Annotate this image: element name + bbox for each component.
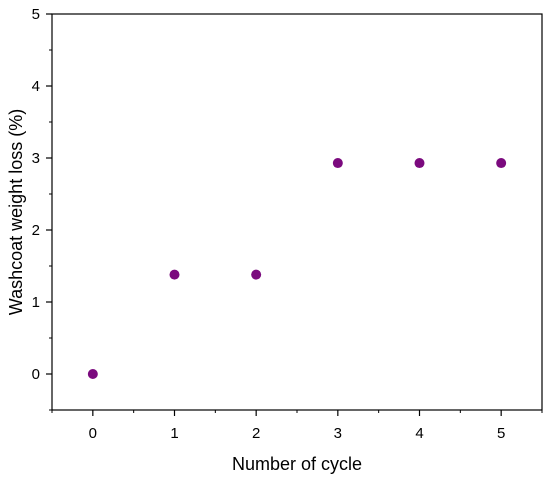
x-tick-label: 1 (170, 425, 178, 442)
data-point (87, 369, 98, 379)
y-tick-label: 4 (32, 78, 40, 95)
y-tick-label: 1 (32, 294, 40, 311)
x-tick-label: 3 (334, 425, 342, 442)
data-points (87, 158, 507, 379)
x-axis-ticks: 0 1 2 3 4 5 (51, 410, 543, 442)
y-tick-label: 5 (32, 6, 40, 23)
y-axis-ticks: 0 1 2 3 4 5 (32, 6, 52, 411)
x-tick-label: 4 (415, 425, 423, 442)
y-tick-label: 0 (32, 366, 40, 383)
y-axis-label: Washcoat weight loss (%) (6, 109, 26, 315)
y-tick-label: 2 (32, 222, 40, 239)
data-point (332, 158, 343, 169)
x-tick-label: 0 (89, 425, 97, 442)
x-tick-label: 2 (252, 425, 260, 442)
data-point (169, 269, 180, 280)
x-axis-label: Number of cycle (232, 454, 362, 474)
data-point (414, 158, 425, 169)
y-tick-label: 3 (32, 150, 40, 167)
plot-frame (51, 13, 543, 411)
data-point (496, 158, 507, 169)
x-tick-label: 5 (497, 425, 505, 442)
data-point (251, 269, 262, 280)
